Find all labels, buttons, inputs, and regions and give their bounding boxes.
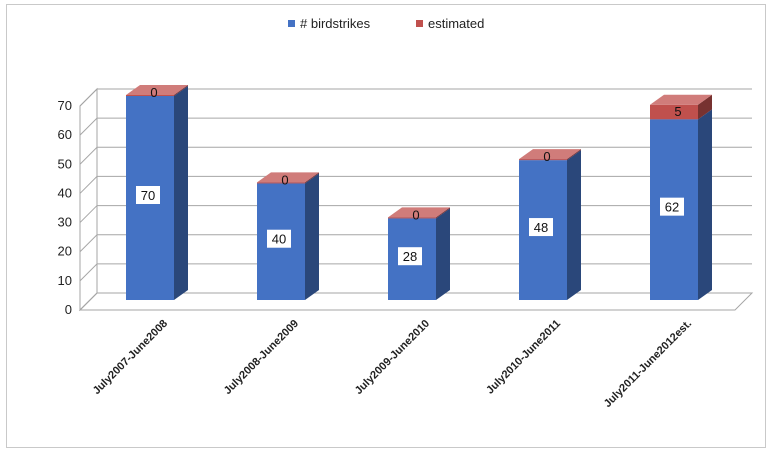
- bar-estimated: [650, 94, 712, 120]
- x-category-label: July2007-June2008: [91, 318, 170, 397]
- data-label-estimated: 0: [412, 207, 419, 222]
- bar-birdstrikes-side: [436, 208, 450, 300]
- bar-estimated-side: [567, 149, 581, 161]
- y-tick-label: 10: [58, 273, 72, 288]
- bar-birdstrikes-side: [698, 109, 712, 300]
- bar-estimated: [388, 207, 450, 219]
- bar-estimated-side: [174, 85, 188, 96]
- bar-estimated: [257, 172, 319, 184]
- data-label-value: 48: [534, 220, 548, 235]
- data-label-value: 28: [403, 249, 417, 264]
- data-label-birdstrikes: 40: [267, 229, 291, 248]
- data-label-value: 40: [272, 232, 286, 247]
- data-label-box: [398, 247, 422, 266]
- bar-estimated-front: [388, 217, 436, 219]
- x-category-label: July2011-June2012est.: [602, 318, 694, 410]
- bar-birdstrikes-side: [174, 86, 188, 300]
- data-label-birdstrikes: 70: [136, 186, 160, 204]
- data-labels: 70 0 40 0 28 0 48 0 62 5: [136, 85, 684, 266]
- bar-estimated-top: [257, 172, 319, 183]
- x-category-label: July2008-June2009: [222, 318, 301, 397]
- bar-estimated-front: [126, 95, 174, 96]
- bar-estimated-top: [519, 149, 581, 160]
- data-label-box: [529, 218, 553, 237]
- bar-estimated-front: [257, 182, 305, 184]
- data-label-birdstrikes: 28: [398, 247, 422, 266]
- bars: [126, 85, 712, 300]
- legend-label: estimated: [428, 16, 484, 31]
- x-category-label: July2009-June2010: [353, 318, 432, 397]
- y-tick-label: 30: [58, 215, 72, 230]
- legend-label: # birdstrikes: [300, 16, 371, 31]
- bar-birdstrikes-side: [567, 150, 581, 300]
- bar-estimated-top: [650, 94, 712, 105]
- bar-estimated-top: [388, 207, 450, 218]
- data-label-estimated: 0: [543, 149, 550, 164]
- bar-birdstrikes: [650, 109, 712, 300]
- data-label-birdstrikes: 62: [660, 197, 684, 216]
- side-wall: [79, 87, 98, 312]
- bar-estimated-side: [436, 207, 450, 219]
- data-label-box: [267, 229, 291, 248]
- y-axis-ticks: 0 10 20 30 40 50 60 70: [58, 98, 72, 317]
- data-label-estimated: 0: [150, 85, 157, 100]
- chart-area: 0 10 20 30 40 50 60 70 70 0 40 0 28 0 48 0 62 5 July2007…: [6, 4, 766, 448]
- gridlines: [79, 88, 752, 311]
- data-label-estimated: 5: [674, 104, 681, 119]
- bar-estimated-side: [698, 94, 712, 120]
- bar-estimated-front: [650, 104, 698, 120]
- legend-swatch: [416, 20, 423, 27]
- birdstrikes-bar-chart: 0 10 20 30 40 50 60 70 70 0 40 0 28 0 48 0 62 5 July2007…: [58, 16, 754, 410]
- bar-estimated-top: [126, 85, 188, 95]
- bar-estimated: [519, 149, 581, 161]
- legend: # birdstrikes estimated: [288, 16, 484, 31]
- data-label-box: [136, 186, 160, 204]
- legend-item: # birdstrikes: [288, 16, 371, 31]
- data-label-box: [660, 197, 684, 216]
- data-label-estimated: 0: [281, 172, 288, 187]
- bar-estimated-side: [305, 172, 319, 184]
- x-category-label: July2010-June2011: [484, 318, 563, 397]
- y-tick-label: 20: [58, 244, 72, 259]
- legend-item: estimated: [416, 16, 484, 31]
- bar-estimated-front: [519, 159, 567, 161]
- y-tick-label: 60: [58, 127, 72, 142]
- legend-swatch: [288, 20, 295, 27]
- y-tick-label: 70: [58, 98, 72, 113]
- data-label-birdstrikes: 48: [529, 218, 553, 237]
- y-tick-label: 0: [65, 302, 72, 317]
- gridline: [79, 117, 752, 136]
- y-tick-label: 40: [58, 185, 72, 200]
- gridline: [79, 146, 752, 165]
- x-axis-categories: July2007-June2008 July2008-June2009 July20…: [91, 318, 694, 410]
- y-tick-label: 50: [58, 156, 72, 171]
- bar-estimated: [126, 85, 188, 96]
- data-label-value: 70: [141, 188, 155, 203]
- bar-birdstrikes-side: [305, 173, 319, 300]
- gridline: [79, 88, 752, 107]
- data-label-value: 62: [665, 200, 679, 215]
